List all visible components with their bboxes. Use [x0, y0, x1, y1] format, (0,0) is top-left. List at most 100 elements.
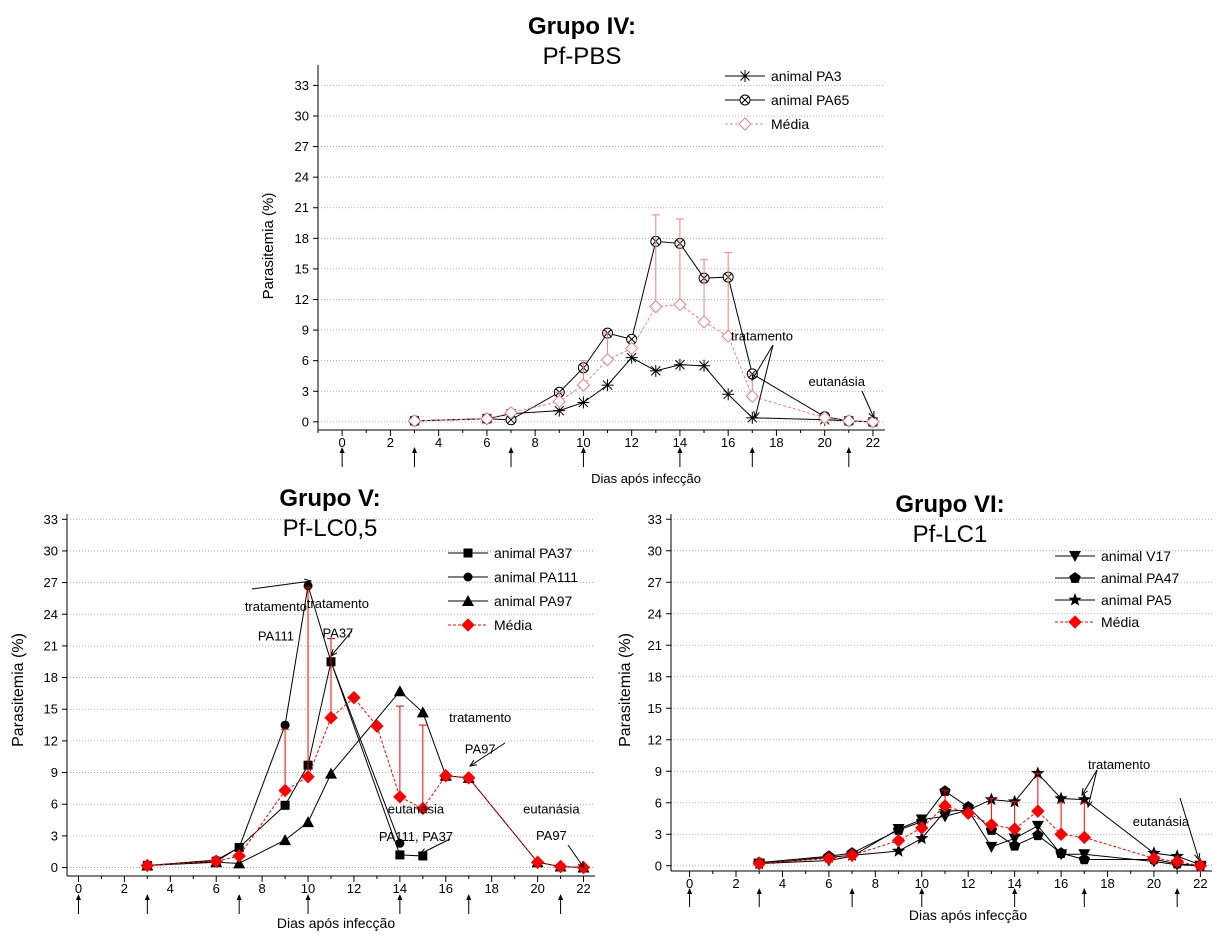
data-point [395, 838, 405, 848]
legend-label: animal PA97 [494, 593, 573, 609]
x-tick-label: 18 [1100, 876, 1114, 891]
annotation: tratamento [307, 596, 369, 611]
data-point [916, 815, 928, 827]
chart-title: Grupo VI: [895, 491, 1004, 518]
x-tick-label: 10 [915, 876, 929, 891]
annotation: PA111, PA37 [379, 829, 453, 844]
annotation-arrow [330, 630, 353, 657]
data-point [576, 378, 591, 392]
data-point [600, 352, 615, 367]
data-point [842, 414, 856, 428]
data-point [1031, 804, 1045, 818]
annotation: tratamento [449, 710, 511, 725]
data-point [347, 690, 361, 705]
chart-subtitle: Pf-LC0,5 [283, 515, 378, 542]
data-point [1054, 791, 1068, 805]
day-arrow-head [508, 447, 514, 453]
data-point [462, 771, 476, 785]
y-tick-label: 9 [51, 765, 58, 780]
x-tick-label: 10 [301, 881, 315, 896]
annotation: tratamento [1088, 757, 1150, 772]
day-arrow-head [75, 894, 81, 900]
y-tick-label: 0 [655, 858, 662, 873]
data-point [504, 405, 518, 420]
data-point [1054, 827, 1068, 841]
day-arrow-head [412, 447, 418, 453]
x-tick-label: 8 [259, 881, 266, 896]
data-point [624, 341, 639, 356]
annotation-arrow-head [304, 578, 313, 585]
y-tick-label: 18 [295, 231, 309, 246]
data-point [1007, 794, 1022, 808]
y-tick-label: 12 [44, 733, 58, 748]
y-tick-label: 24 [295, 170, 309, 185]
day-arrow-head [305, 894, 311, 900]
x-tick-label: 22 [866, 435, 880, 450]
series-line [147, 690, 584, 869]
x-tick-label: 4 [435, 435, 442, 450]
data-point [1008, 833, 1021, 845]
annotation-arrow [861, 390, 875, 419]
data-point [209, 854, 223, 868]
annotation-arrow-head [751, 372, 758, 382]
legend-marker [1069, 551, 1081, 562]
panel-grupo-vi: Grupo VI: Pf-LC1 Parasitemia (%) Dias ap… [617, 491, 1212, 923]
data-point [697, 315, 711, 329]
x-tick-label: 20 [530, 881, 544, 896]
y-tick-label: 3 [51, 828, 58, 843]
x-tick-label: 18 [484, 881, 498, 896]
day-arrow-head [144, 894, 150, 900]
y-tick-label: 6 [302, 353, 309, 368]
y-tick-label: 15 [295, 261, 309, 276]
y-tick-label: 9 [655, 764, 662, 779]
chart-subtitle: Pf-LC1 [913, 521, 988, 548]
y-tick-label: 0 [302, 414, 309, 429]
annotation: PA97 [536, 828, 567, 843]
annotation-arrow-head [868, 410, 875, 420]
x-axis-title: Dias após infecção [591, 471, 701, 486]
annotation-arrow [1179, 797, 1200, 861]
data-point [280, 800, 290, 810]
annotation: tratamento [245, 599, 307, 614]
legend-marker [463, 572, 473, 582]
data-point [915, 821, 929, 835]
data-point [324, 710, 338, 725]
legend-label: Média [771, 116, 809, 132]
y-tick-label: 6 [655, 795, 662, 810]
data-point [649, 299, 663, 314]
data-point [1147, 851, 1161, 866]
y-tick-label: 30 [44, 543, 58, 558]
legend: animal PA37 animal PA111 animal PA97 Média [448, 545, 578, 633]
y-tick-label: 33 [648, 512, 662, 527]
day-arrow-head [558, 894, 564, 900]
panel-grupo-v: Grupo V: Pf-LC0,5 Parasitemia (%) Dias a… [10, 485, 595, 931]
data-point [673, 297, 687, 312]
y-tick-label: 24 [44, 607, 58, 622]
x-tick-label: 12 [347, 881, 361, 896]
data-point [301, 770, 315, 784]
y-tick-label: 18 [648, 669, 662, 684]
legend-label: animal PA3 [771, 68, 842, 84]
legend: animal V17 animal PA47 animal PA5 Média [1055, 548, 1180, 630]
series-animal-pa65 [409, 235, 879, 428]
day-arrow-head [756, 888, 762, 894]
annotation-arrow-head [1081, 787, 1088, 797]
chart-subtitle: Pf-PBS [543, 43, 622, 70]
data-point [393, 790, 407, 804]
legend-marker [461, 618, 475, 632]
x-tick-label: 6 [213, 881, 220, 896]
data-point [1031, 766, 1045, 780]
annotation-arrow [754, 344, 774, 419]
data-point [938, 799, 952, 813]
data-point [480, 412, 494, 426]
legend: animal PA3 animal PA65 Média [725, 68, 850, 132]
annotation-arrow-head [418, 848, 428, 855]
legend-label: Média [1101, 614, 1139, 630]
annotation: PA97 [465, 742, 496, 757]
data-point [416, 706, 429, 718]
legend-marker [1068, 593, 1082, 606]
legend-label: animal PA37 [494, 545, 573, 561]
data-point [505, 414, 517, 426]
